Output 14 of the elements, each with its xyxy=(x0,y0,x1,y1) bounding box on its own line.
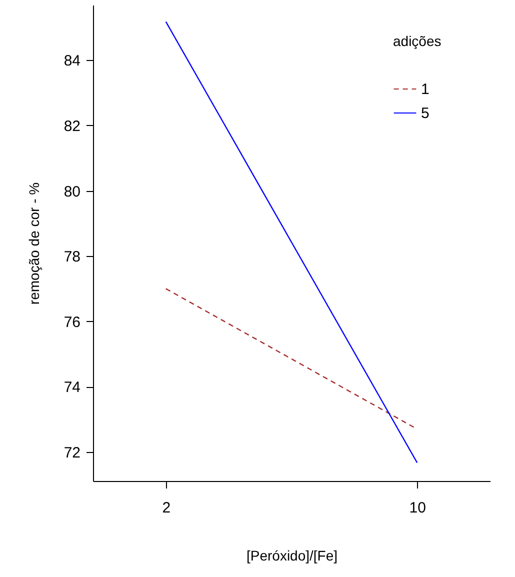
y-tick-label: 80 xyxy=(64,183,80,200)
legend-label: 5 xyxy=(421,105,430,122)
legend-title: adições xyxy=(393,33,442,49)
x-tick-label: 10 xyxy=(409,500,426,516)
x-tick-label: 2 xyxy=(162,500,171,516)
y-tick-label: 72 xyxy=(64,444,80,462)
legend-label: 1 xyxy=(421,81,430,98)
y-tick-label: 74 xyxy=(64,379,80,396)
y-tick-label: 78 xyxy=(64,248,80,266)
x-axis-title: [Peróxido]/[Fe] xyxy=(246,548,338,564)
y-tick-label: 84 xyxy=(64,52,80,70)
y-tick-label: 82 xyxy=(64,118,80,135)
y-axis-title: remoção de cor - % xyxy=(26,182,42,305)
y-tick-label: 76 xyxy=(64,314,80,331)
